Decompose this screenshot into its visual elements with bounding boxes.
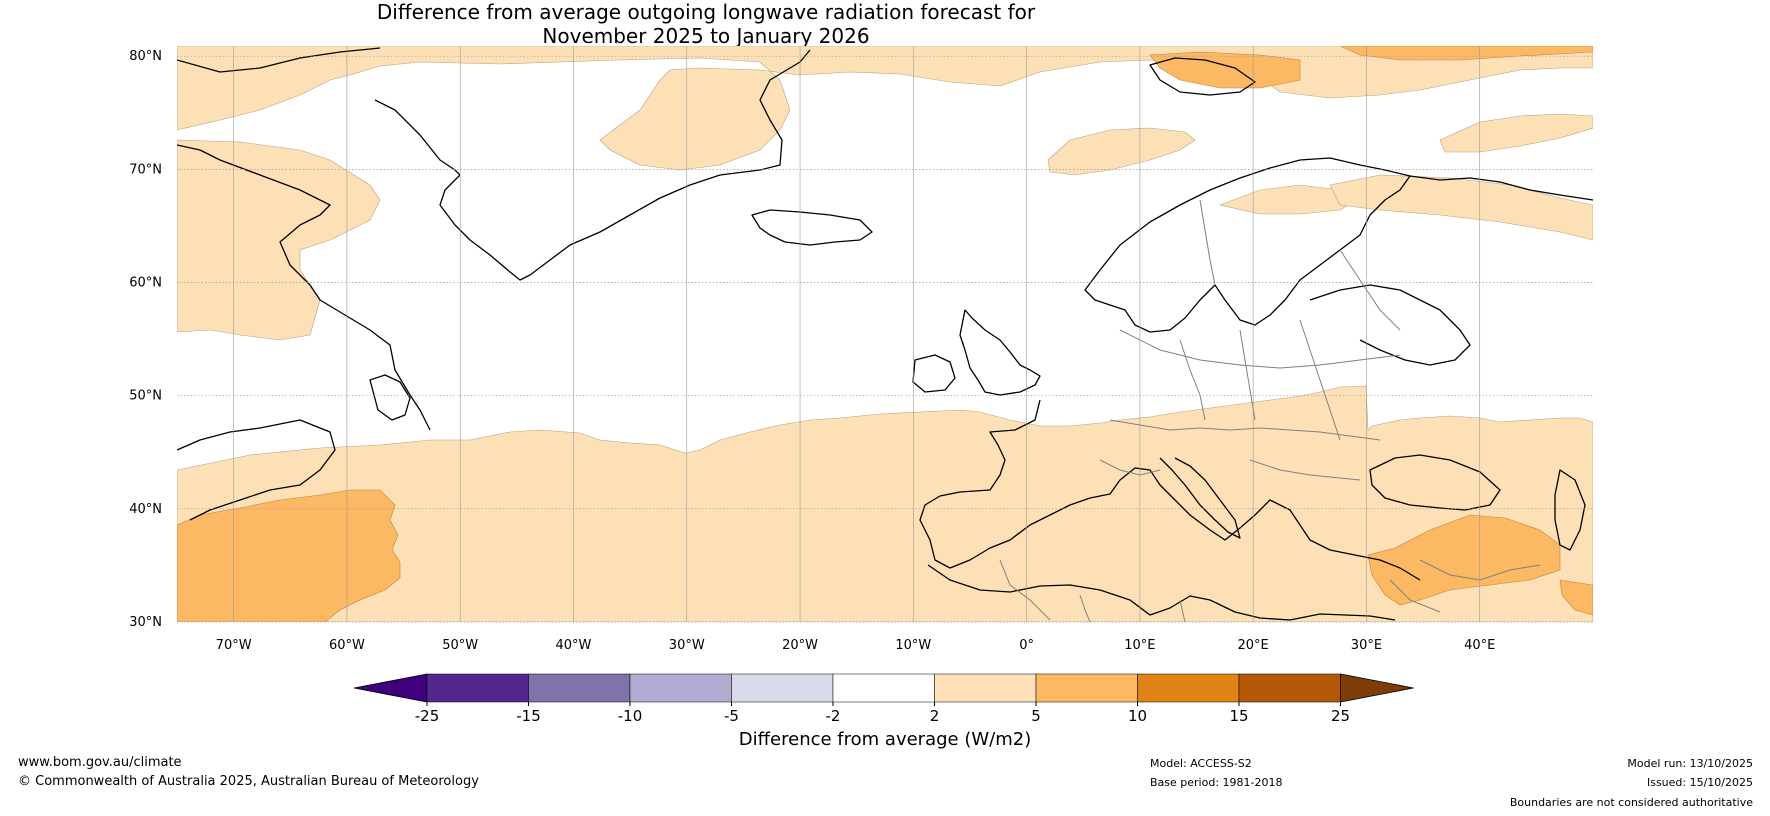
colorbar-swatch [1238, 673, 1341, 703]
lon-label: 40°E [1464, 638, 1495, 653]
lon-label: 30°E [1351, 638, 1382, 653]
political-boundaries [999, 199, 1541, 622]
map-title-line1: Difference from average outgoing longwav… [376, 0, 1036, 24]
map-area [177, 46, 1593, 622]
anomaly-region-svalbard [1149, 51, 1301, 89]
colorbar-tick-label: 25 [1331, 707, 1350, 725]
colorbar-label: Difference from average (W/m2) [739, 729, 1031, 750]
colorbar-swatch [832, 673, 935, 703]
footer-model: Model: ACCESS-S2 [1150, 757, 1252, 770]
coastline-britain [959, 309, 1041, 396]
boundary-1 [1109, 419, 1381, 441]
colorbar-tick-label: -2 [826, 707, 841, 725]
lon-label: 20°W [782, 638, 818, 653]
colorbar: -25 -15 -10 -5 -2 2 5 10 15 25 [353, 673, 1414, 725]
colorbar-swatch [1035, 673, 1138, 703]
colorbar-swatch [426, 673, 529, 703]
anomaly-region-russia [1329, 174, 1593, 241]
coastline-baltic-east [1309, 284, 1471, 366]
lon-label: 70°W [216, 638, 252, 653]
boundary-4 [1299, 319, 1341, 441]
colorbar-swatch [528, 673, 631, 703]
footer-issued: Issued: 15/10/2025 [1646, 776, 1753, 789]
boundary-14 [1389, 579, 1441, 613]
coastline-north-africa [927, 564, 1396, 621]
lat-label: 30°N [129, 615, 162, 630]
footer-copyright: © Commonwealth of Australia 2025, Austra… [18, 774, 479, 789]
anomaly-region-norwegian-sea [1047, 127, 1196, 176]
coastline-newfoundland [369, 374, 411, 421]
lat-label: 80°N [129, 49, 162, 64]
longitude-labels: 70°W 60°W 50°W 40°W 30°W 20°W 10°W 0° 10°E 20°E 30… [216, 638, 1496, 653]
footer-website: www.bom.gov.au/climate [18, 755, 182, 770]
boundary-12 [1179, 599, 1186, 622]
boundary-8 [1199, 199, 1216, 286]
colorbar-tick-label: 2 [930, 707, 940, 725]
boundary-3 [1239, 329, 1256, 421]
colorbar-tick-label: -25 [415, 707, 440, 725]
anomaly-region-canada [177, 139, 381, 341]
anomaly-5-to-10 [177, 46, 1593, 622]
colorbar-swatch [731, 673, 834, 703]
coastline-black-sea [1369, 454, 1501, 511]
lat-label: 40°N [129, 502, 162, 517]
coastline-gulf-st-lawrence [177, 419, 336, 521]
footer-base-period: Base period: 1981-2018 [1150, 776, 1283, 789]
map-title-line2: November 2025 to January 2026 [542, 24, 870, 48]
coastline-greenland [374, 49, 811, 281]
boundary-9 [1339, 249, 1401, 331]
gridlines [177, 46, 1593, 623]
lon-label: 30°W [669, 638, 705, 653]
coastline-labrador [177, 144, 431, 431]
boundary-10 [999, 559, 1051, 621]
coastline-italy [1159, 457, 1241, 539]
colorbar-tick-label: 10 [1128, 707, 1147, 725]
lat-label: 50°N [129, 389, 162, 404]
coastline-europe-west [919, 399, 1421, 581]
coastline-russia-arctic [1409, 175, 1593, 201]
colorbar-min-extend [353, 673, 428, 703]
lat-label: 70°N [129, 162, 162, 177]
colorbar-swatch [934, 673, 1037, 703]
boundary-6 [1099, 459, 1161, 476]
colorbar-tick-label: -15 [516, 707, 541, 725]
colorbar-tick-label: 5 [1031, 707, 1041, 725]
lon-label: 60°W [329, 638, 365, 653]
coastline-ireland [912, 354, 956, 393]
colorbar-tick-label: -5 [724, 707, 739, 725]
boundary-11 [1079, 594, 1091, 622]
anomaly-region-subtropical-atlantic [177, 489, 401, 622]
footer-model-run: Model run: 13/10/2025 [1627, 757, 1753, 770]
lon-label: 0° [1019, 638, 1034, 653]
anomaly-region-south-atlantic [177, 385, 1593, 622]
lon-label: 20°E [1238, 638, 1269, 653]
coastline-caspian [1554, 469, 1586, 551]
lon-label: 40°W [556, 638, 592, 653]
lon-label: 10°E [1124, 638, 1155, 653]
colorbar-swatch [629, 673, 732, 703]
anomaly-region-caspian [1559, 579, 1593, 616]
latitude-labels: 80°N 70°N 60°N 50°N 40°N 30°N [129, 49, 162, 630]
colorbar-tick-label: 15 [1229, 707, 1248, 725]
boundary-2 [1179, 339, 1206, 421]
lon-label: 10°W [895, 638, 931, 653]
anomaly-region-middle-east [1367, 514, 1561, 606]
footer-disclaimer: Boundaries are not considered authoritat… [1509, 796, 1753, 809]
anomaly-region-barents [1439, 113, 1593, 153]
lon-label: 50°W [442, 638, 478, 653]
colorbar-tick-label: -10 [618, 707, 643, 725]
lat-label: 60°N [129, 276, 162, 291]
boundary-5 [1119, 329, 1401, 369]
colorbar-max-extend [1340, 673, 1414, 703]
colorbar-swatch [1137, 673, 1240, 703]
map-title: Difference from average outgoing longwav… [0, 0, 1412, 48]
coastline-svalbard [1149, 57, 1256, 96]
boundary-7 [1249, 459, 1361, 481]
